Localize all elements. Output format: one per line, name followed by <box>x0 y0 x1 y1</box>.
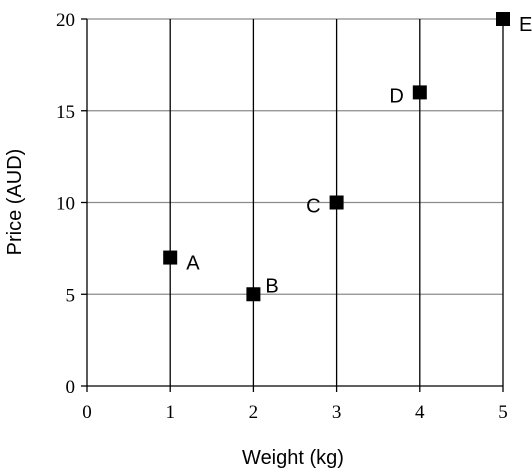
data-point-a <box>163 250 178 265</box>
data-point-e <box>496 12 510 26</box>
y-tick-label: 5 <box>66 285 76 306</box>
data-point-d <box>412 85 427 100</box>
point-label-a: A <box>186 253 200 275</box>
axes <box>81 18 504 392</box>
y-tick-label: 20 <box>56 10 75 31</box>
data-point-c <box>329 195 344 210</box>
tick-labels: 0 5 10 15 20 0 1 2 3 4 5 <box>56 10 508 423</box>
x-tick-label: 5 <box>498 402 508 423</box>
y-tick-label: 10 <box>56 194 75 215</box>
y-axis-title: Price (AUD) <box>4 149 26 256</box>
point-label-b: B <box>265 275 278 297</box>
point-label-e: E <box>519 14 532 36</box>
x-tick-label: 2 <box>249 402 259 423</box>
y-tick-label: 15 <box>56 102 75 123</box>
x-axis-title: Weight (kg) <box>242 447 344 469</box>
y-tick-label: 0 <box>66 377 76 398</box>
x-tick-label: 4 <box>415 402 425 423</box>
x-tick-label: 3 <box>332 402 342 423</box>
point-labels: A B C D E <box>186 14 532 297</box>
x-tick-label: 1 <box>165 402 175 423</box>
data-points <box>163 12 510 302</box>
point-label-d: D <box>389 85 403 107</box>
point-label-c: C <box>306 196 320 218</box>
data-point-b <box>246 287 261 302</box>
grid-lines <box>87 18 504 386</box>
x-tick-label: 0 <box>82 402 92 423</box>
